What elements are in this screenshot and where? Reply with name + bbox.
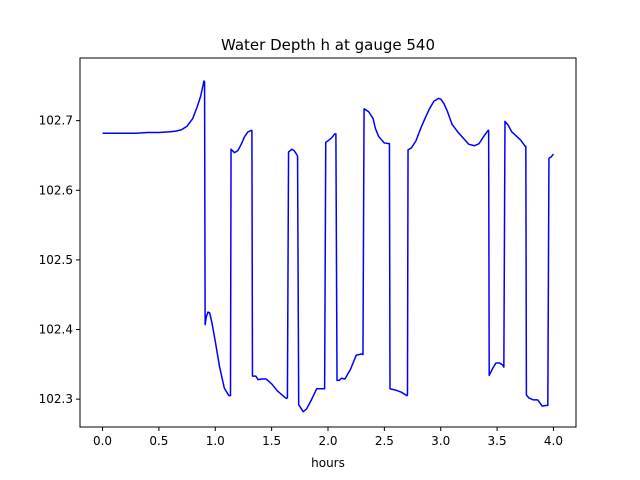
series-line-0: [102, 80, 555, 413]
x-tick-label: 1.5: [262, 434, 281, 448]
x-tick-label: 3.0: [431, 434, 450, 448]
x-tick-label: 3.5: [488, 434, 507, 448]
y-tick-label: 102.6: [39, 183, 73, 197]
x-axis: 0.0 0.5 1.0 1.5 2.0 2.5 3.0 3.5 4.0: [93, 427, 563, 448]
x-axis-label: hours: [311, 456, 345, 470]
plot-area: 0.0 0.5 1.0 1.5 2.0 2.5 3.0 3.5 4.0 102.3102.410…: [39, 57, 577, 448]
x-tick-label: 0.0: [93, 434, 112, 448]
x-tick-label: 1.0: [206, 434, 225, 448]
y-tick-label: 102.3: [39, 392, 73, 406]
x-tick-label: 2.0: [318, 434, 337, 448]
y-axis: 102.3 102.4 102.5 102.6 102.7: [39, 114, 80, 406]
x-tick-label: 0.5: [149, 434, 168, 448]
y-tick-label: 102.4: [39, 323, 73, 337]
chart-title: Water Depth h at gauge 540: [221, 36, 435, 54]
y-tick-label: 102.7: [39, 114, 73, 128]
x-tick-label: 2.5: [375, 434, 394, 448]
y-tick-label: 102.5: [39, 253, 73, 267]
series-layer: [102, 80, 555, 413]
x-tick-label: 4.0: [544, 434, 563, 448]
